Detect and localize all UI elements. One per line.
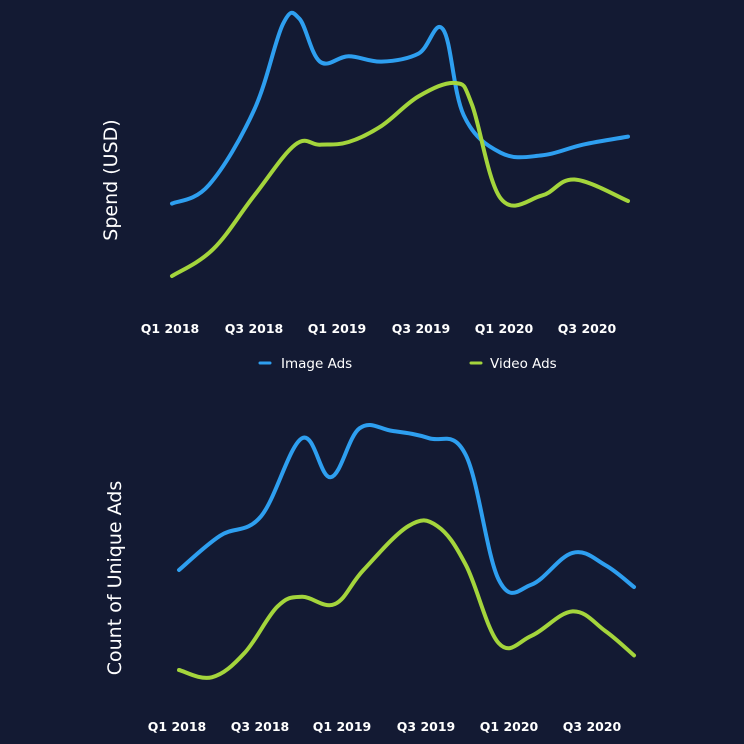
legend-image-ads-label: Image Ads	[281, 356, 352, 372]
x-tick-label: Q1 2020	[480, 719, 539, 734]
bottom-video-ads-line	[177, 518, 636, 680]
x-tick-label: Q3 2018	[225, 321, 283, 336]
spend-chart: Spend (USD) Q1 2018 Q3 2018 Q1 2019 Q3 2019…	[100, 10, 630, 336]
top-x-axis-ticks: Q1 2018 Q3 2018 Q1 2019 Q3 2019 Q1 2020 Q3 20…	[141, 321, 617, 336]
legend: Image Ads Video Ads	[258, 356, 557, 372]
top-image-ads-line	[170, 10, 630, 206]
x-tick-label: Q3 2019	[397, 719, 455, 734]
x-tick-label: Q1 2018	[141, 321, 199, 336]
legend-video-ads-label: Video Ads	[490, 356, 557, 372]
top-video-ads-line	[170, 80, 630, 278]
x-tick-label: Q1 2018	[148, 719, 206, 734]
x-tick-label: Q3 2020	[558, 321, 617, 336]
top-y-axis-title: Spend (USD)	[100, 119, 122, 240]
bottom-image-ads-line	[177, 423, 636, 595]
x-tick-label: Q1 2019	[313, 719, 371, 734]
x-tick-label: Q3 2018	[231, 719, 289, 734]
bottom-x-axis-ticks: Q1 2018 Q3 2018 Q1 2019 Q3 2019 Q1 2020 Q3 20…	[148, 719, 622, 734]
x-tick-label: Q3 2020	[563, 719, 622, 734]
x-tick-label: Q1 2019	[308, 321, 366, 336]
bottom-y-axis-title: Count of Unique Ads	[104, 481, 126, 676]
x-tick-label: Q3 2019	[392, 321, 450, 336]
x-tick-label: Q1 2020	[475, 321, 534, 336]
unique-ads-chart: Count of Unique Ads Q1 2018 Q3 2018 Q1 201…	[104, 423, 636, 734]
